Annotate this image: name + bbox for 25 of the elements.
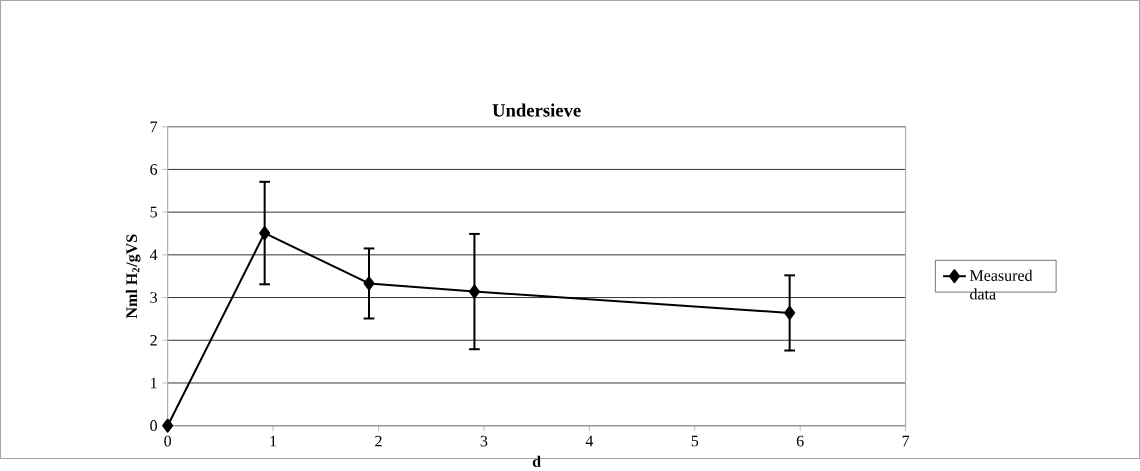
point <box>162 418 174 433</box>
y-axis-title: Nml H$_{2}$/gVS <box>125 234 141 319</box>
x-tick-label: 3 <box>480 435 488 447</box>
x-tick-label: 4 <box>585 435 594 447</box>
y-tick-label: 6 <box>150 163 158 175</box>
y-tick-label: 3 <box>150 291 157 303</box>
point <box>363 276 375 291</box>
x-tick-label: 0 <box>164 435 172 447</box>
x-tick-label: 7 <box>902 435 910 447</box>
x-tick-label: 1 <box>270 435 277 447</box>
x-axis-title: d <box>532 455 541 467</box>
y-tick-label: 5 <box>150 206 157 218</box>
point <box>784 305 796 320</box>
x-tick-label: 5 <box>691 435 699 447</box>
x-tick-label: 2 <box>375 435 382 447</box>
chart-title: Undersieve <box>492 103 581 117</box>
legend-label: Measured data <box>969 269 1033 300</box>
x-tick-label: 6 <box>796 435 804 447</box>
y-tick-label: 0 <box>150 420 157 431</box>
y-tick-label: 7 <box>150 121 158 132</box>
y-tick-label: 4 <box>149 249 158 260</box>
point <box>259 225 271 240</box>
y-tick-label: 2 <box>150 334 157 346</box>
y-tick-label: 1 <box>151 377 157 389</box>
point <box>468 284 480 299</box>
